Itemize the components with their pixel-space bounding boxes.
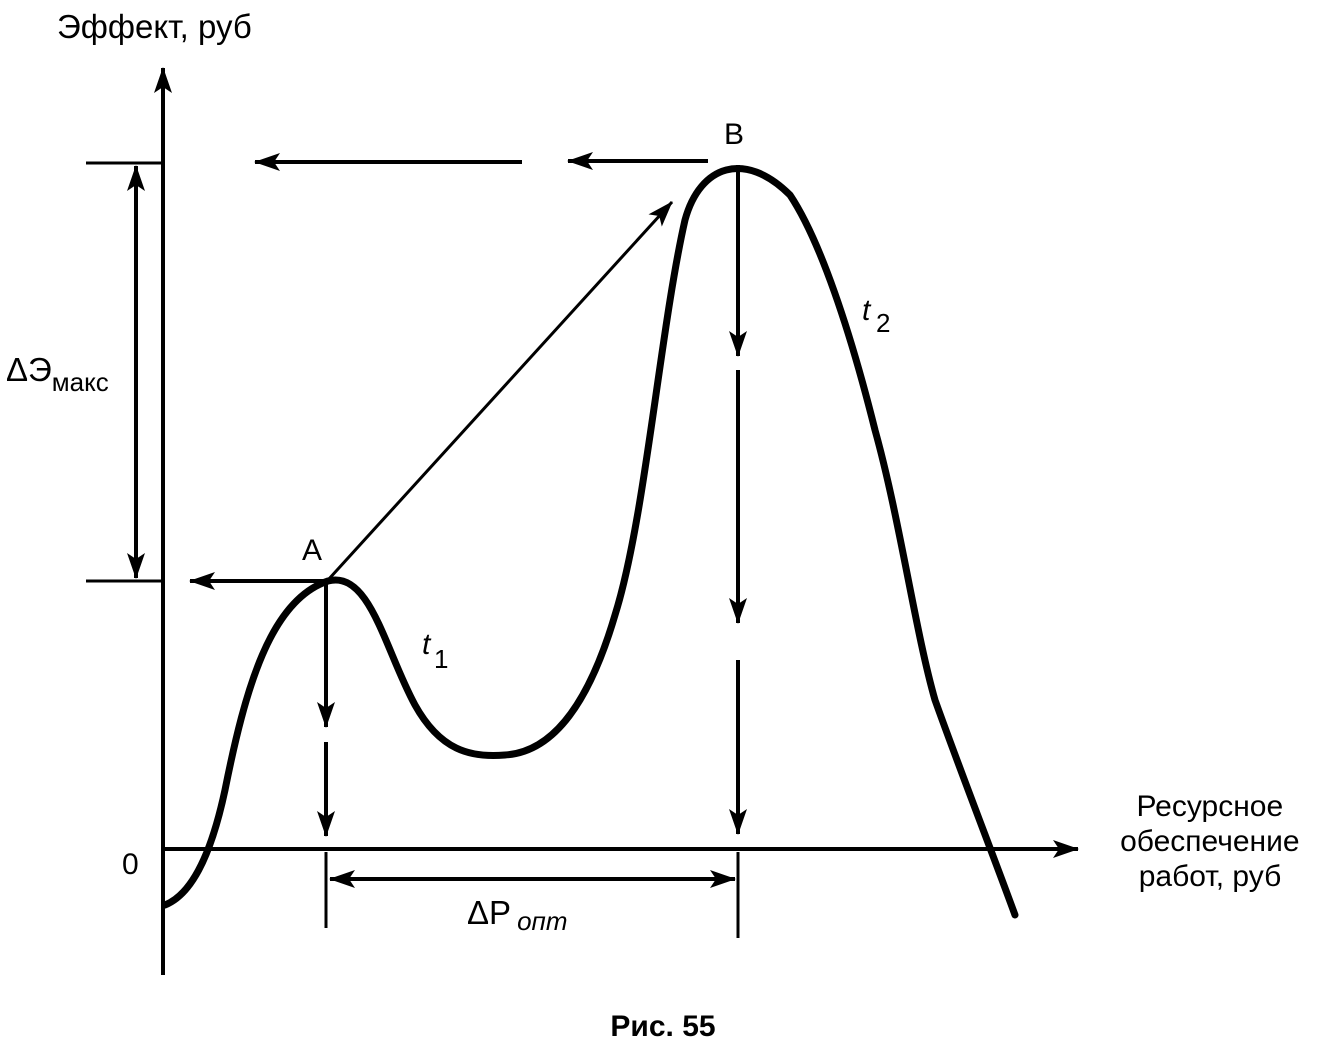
x-axis-label-line-2: обеспечение xyxy=(1120,825,1299,858)
effect-curve xyxy=(161,165,1019,919)
x-axis-label: Ресурсное обеспечение работ, руб xyxy=(1120,790,1308,893)
delta-effect-label: ΔЭмакс xyxy=(6,351,109,397)
x-axis-label-line-3: работ, руб xyxy=(1139,860,1282,893)
x-axis-label-line-1: Ресурсное xyxy=(1136,790,1283,823)
delta-resource-symbol: ΔP xyxy=(467,894,511,931)
curve-t1-letter: t xyxy=(422,628,432,661)
delta-resource-subscript: опт xyxy=(517,906,567,936)
y-axis-label: Эффект, руб xyxy=(57,8,252,45)
point-b-label: B xyxy=(724,118,744,151)
curve-t2-label: t 2 xyxy=(862,294,890,338)
point-a-label: A xyxy=(302,534,322,567)
delta-resource-label: ΔP опт xyxy=(467,894,568,936)
curve-t1-label: t 1 xyxy=(422,628,448,674)
curve-t2-letter: t xyxy=(862,294,872,327)
delta-effect-symbol: ΔЭ xyxy=(6,351,52,388)
delta-effect-subscript: макс xyxy=(52,367,109,397)
figure-caption: Рис. 55 xyxy=(610,1010,715,1041)
curve-t1-subscript: 1 xyxy=(434,644,448,674)
origin-label: 0 xyxy=(122,848,139,881)
curve-t2-subscript: 2 xyxy=(876,308,890,338)
arrow-a-to-b xyxy=(326,200,674,582)
